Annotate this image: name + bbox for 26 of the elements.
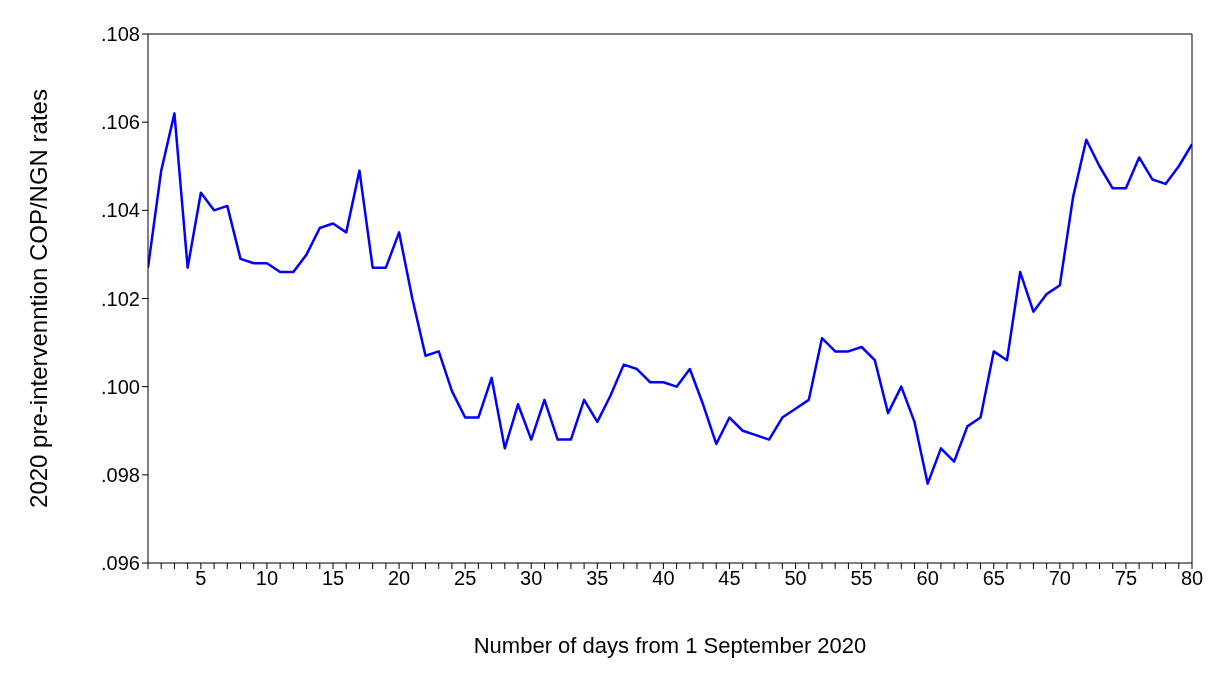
x-tick-label: 15 (321, 567, 345, 590)
x-tick-label: 60 (916, 567, 939, 590)
y-tick-label: .106 (101, 111, 140, 134)
x-tick-label: 50 (784, 567, 807, 590)
y-tick-label: .100 (101, 375, 140, 398)
x-tick-label: 70 (1048, 567, 1071, 590)
x-tick-label: 5 (195, 567, 207, 590)
x-tick-label: 55 (850, 567, 873, 590)
x-tick-label: 65 (982, 567, 1005, 590)
x-tick-label: 80 (1180, 567, 1204, 590)
x-tick-label: 25 (454, 567, 477, 590)
y-tick-label: .096 (101, 552, 140, 575)
y-tick-label: .108 (101, 23, 140, 46)
x-tick-label: 20 (387, 567, 411, 590)
y-tick-label: .104 (101, 199, 140, 222)
y-axis-title: 2020 pre-intervenntion COP/NGN rates (24, 89, 52, 508)
x-tick-label: 75 (1114, 567, 1138, 590)
x-tick-label: 40 (652, 567, 675, 590)
x-tick-label: 35 (586, 567, 609, 590)
x-tick-label: 45 (718, 567, 741, 590)
x-tick-label: 30 (520, 567, 543, 590)
y-tick-label: .102 (101, 287, 140, 310)
line-series (148, 112, 1192, 485)
x-tick-label: 10 (255, 567, 279, 590)
y-tick-label: .098 (101, 463, 140, 486)
x-axis-title: Number of days from 1 September 2020 (473, 633, 867, 658)
